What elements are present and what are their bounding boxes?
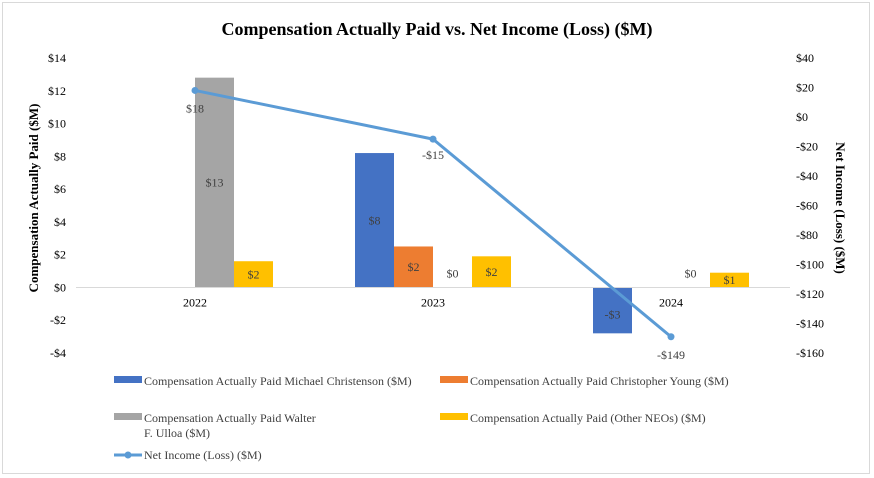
bar <box>195 77 234 288</box>
y2-tick-label: -$100 <box>796 258 824 272</box>
bar <box>234 261 273 288</box>
bar-data-label: $8 <box>369 213 381 227</box>
legend-swatch <box>114 413 142 420</box>
y2-tick-label: -$20 <box>796 140 818 154</box>
y-tick-label: $0 <box>54 280 66 294</box>
x-tick-label: 2022 <box>183 295 207 309</box>
net-income-label: $18 <box>186 101 204 115</box>
legend-swatch <box>114 376 142 383</box>
net-income-point <box>429 135 437 143</box>
y2-tick-label: $0 <box>796 110 808 124</box>
x-tick-label: 2023 <box>421 295 445 309</box>
y-axis-title: Compensation Actually Paid ($M) <box>26 104 41 293</box>
net-income-line-layer <box>191 86 675 341</box>
legend-label: F. Ulloa ($M) <box>144 426 210 440</box>
y2-tick-label: -$140 <box>796 317 824 331</box>
legend-label: Compensation Actually Paid Christopher Y… <box>470 374 729 388</box>
bar-data-label: -$3 <box>605 307 621 321</box>
chart-title: Compensation Actually Paid vs. Net Incom… <box>222 19 653 40</box>
bar <box>394 246 433 288</box>
legend-swatch <box>440 413 468 420</box>
bar-data-label: $13 <box>206 176 224 190</box>
bar-data-label: $2 <box>248 267 260 281</box>
y-tick-label: $6 <box>54 182 66 196</box>
bar <box>710 272 749 288</box>
axes-layer: -$4 -$2 $0 $2 $4 $6 $8 $10 $12 $14 -$160 -$140 -$120… <box>48 51 824 360</box>
bar-data-label: $1 <box>724 273 736 287</box>
y-tick-label: $12 <box>48 84 66 98</box>
bar <box>593 287 632 334</box>
y-tick-label: -$2 <box>50 313 66 327</box>
net-income-label: -$15 <box>422 148 444 162</box>
y-tick-label: $10 <box>48 117 66 131</box>
net-income-point <box>191 86 199 94</box>
x-tick-label: 2024 <box>659 295 683 309</box>
bar-data-label: $0 <box>447 266 459 280</box>
legend-label: Compensation Actually Paid Walter <box>144 411 316 425</box>
y2-tick-label: -$40 <box>796 169 818 183</box>
y-tick-label: $8 <box>54 149 66 163</box>
legend-swatch <box>440 376 468 383</box>
y-tick-label: $14 <box>48 51 66 65</box>
bar-data-label: $2 <box>408 260 420 274</box>
y2-tick-label: -$60 <box>796 199 818 213</box>
data-labels-layer: $8 -$3 $2 $13 $0 $0 $2 $2 $1 $18 -$15 -$149 <box>186 101 736 361</box>
bar <box>355 153 394 288</box>
y2-tick-label: -$160 <box>796 346 824 360</box>
legend-line-marker <box>124 451 132 459</box>
y2-tick-label: $20 <box>796 81 814 95</box>
bar-data-label: $0 <box>685 266 697 280</box>
bar-data-label: $2 <box>486 265 498 279</box>
y-tick-label: $2 <box>54 248 66 262</box>
y2-tick-label: -$120 <box>796 287 824 301</box>
bars-layer <box>195 77 749 334</box>
y-tick-label: $4 <box>54 215 66 229</box>
bar <box>472 256 511 288</box>
legend: Compensation Actually Paid Michael Chris… <box>114 374 729 462</box>
legend-label: Compensation Actually Paid (Other NEOs) … <box>470 411 706 425</box>
legend-label: Net Income (Loss) ($M) <box>144 448 262 462</box>
legend-label: Compensation Actually Paid Michael Chris… <box>144 374 412 388</box>
net-income-label: -$149 <box>657 348 685 362</box>
net-income-point <box>667 333 675 341</box>
y2-tick-label: $40 <box>796 51 814 65</box>
y2-axis-title: Net Income (Loss) ($M) <box>833 142 848 274</box>
y2-tick-label: -$80 <box>796 228 818 242</box>
y-tick-label: -$4 <box>50 346 66 360</box>
